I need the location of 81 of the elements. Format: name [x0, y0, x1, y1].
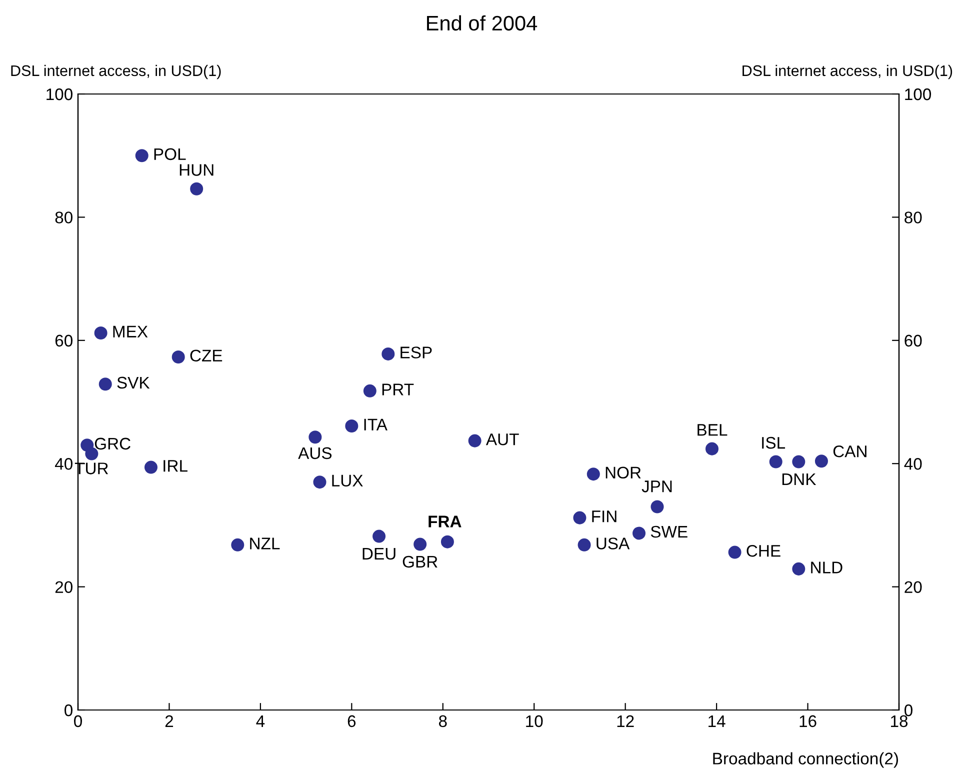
- point: [190, 182, 204, 196]
- point: [440, 535, 454, 548]
- annotation: FRA: [428, 516, 462, 528]
- point: [94, 326, 108, 340]
- annotation: USA: [596, 538, 630, 550]
- point: [414, 538, 427, 551]
- y2-tick-label: 40: [904, 458, 922, 470]
- annotation: GRC: [94, 438, 130, 450]
- x-tick-label: 6: [348, 715, 356, 728]
- annotation: ESP: [400, 346, 432, 358]
- annotation: JPN: [642, 480, 672, 492]
- point: [792, 455, 806, 468]
- x-tick-label: 14: [708, 715, 726, 727]
- x-tick-label: 18: [891, 715, 908, 728]
- y-axis-title: DSL internet access, in USD(1): [11, 64, 221, 80]
- x-tick-label: 4: [256, 715, 265, 727]
- point: [308, 430, 322, 444]
- y2-axis-title: DSL internet access, in USD(1): [742, 64, 952, 80]
- y2-tick-label: 20: [904, 581, 922, 594]
- point: [650, 500, 664, 514]
- point: [814, 454, 828, 468]
- point: [578, 538, 591, 552]
- point: [573, 511, 586, 524]
- point: [382, 347, 395, 360]
- y-tick-label: 20: [55, 581, 72, 594]
- annotation: SVK: [117, 376, 150, 389]
- x-tick-label: 0: [74, 715, 82, 728]
- annotation: BEL: [698, 424, 728, 436]
- annotation: AUS: [298, 447, 332, 460]
- point: [363, 384, 376, 398]
- point: [468, 434, 482, 448]
- point: [172, 350, 185, 364]
- point: [231, 538, 244, 552]
- point: [632, 526, 646, 540]
- annotation: DNK: [782, 473, 816, 485]
- point: [313, 476, 326, 489]
- chart-title: End of 2004: [427, 15, 538, 31]
- annotation: AUT: [486, 434, 519, 446]
- point: [144, 460, 158, 474]
- y-tick-label: 60: [55, 334, 72, 347]
- point: [705, 442, 718, 456]
- point: [792, 562, 806, 576]
- x-tick-label: 8: [438, 715, 447, 728]
- annotation: HUN: [180, 164, 214, 176]
- x-tick-label: 10: [526, 715, 543, 728]
- annotation: SWE: [650, 526, 688, 538]
- annotation: IRL: [164, 460, 188, 472]
- annotation: CHE: [746, 544, 780, 557]
- point: [98, 378, 112, 391]
- annotation: MEX: [113, 326, 148, 338]
- annotation: ITA: [364, 418, 388, 430]
- point: [372, 530, 386, 543]
- annotation: DEU: [362, 548, 396, 560]
- y-tick-label: 80: [55, 212, 72, 224]
- y2-tick-label: 100: [905, 88, 932, 100]
- point: [728, 546, 742, 559]
- annotation: NZL: [250, 538, 280, 550]
- y-tick-label: 0: [64, 704, 72, 716]
- y2-tick-label: 60: [904, 334, 922, 347]
- x-axis-title: Broadband connection(2): [713, 752, 898, 768]
- y2-tick-label: 80: [904, 212, 922, 224]
- annotation: NLD: [811, 562, 842, 574]
- y-tick-label: 100: [46, 88, 72, 100]
- annotation: FIN: [592, 510, 616, 522]
- annotation: CZE: [190, 350, 222, 362]
- point: [135, 149, 148, 162]
- y2-tick-label: 0: [904, 704, 912, 716]
- point: [769, 455, 782, 468]
- annotation: LUX: [332, 474, 363, 487]
- x-tick-label: 16: [800, 715, 816, 728]
- annotation: PRT: [382, 384, 414, 396]
- annotation: POL: [154, 148, 186, 160]
- point: [586, 468, 600, 481]
- x-tick-label: 12: [617, 715, 634, 727]
- point: [345, 420, 358, 433]
- y-tick-label: 40: [54, 458, 72, 470]
- annotation: ISL: [762, 436, 786, 449]
- x-tick-label: 2: [165, 715, 174, 727]
- annotation: NOR: [606, 466, 641, 479]
- annotation: GBR: [402, 556, 438, 568]
- annotation: CAN: [833, 445, 866, 458]
